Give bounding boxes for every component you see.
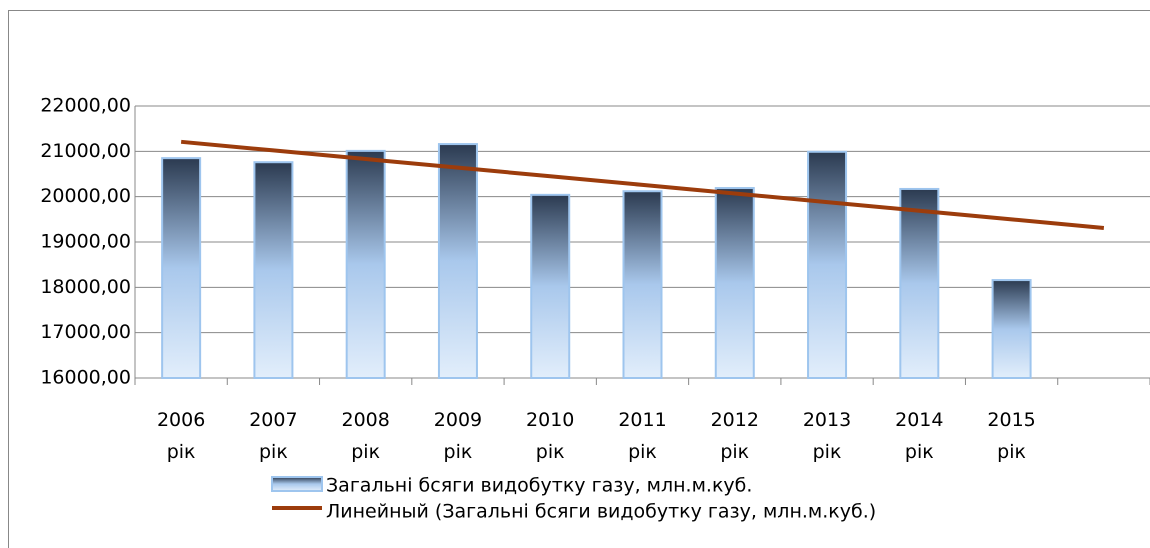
bar (714, 187, 755, 379)
bar (345, 149, 386, 379)
x-tick-label: 2011 рік (618, 409, 667, 463)
x-tick-label: 2008 рік (341, 409, 390, 463)
bar (530, 193, 571, 379)
x-tick-label: 2014 рік (895, 409, 944, 463)
x-tick-label: 2012 рік (710, 409, 759, 463)
chart-frame (8, 10, 1150, 548)
y-tick-label: 20000,00 (40, 185, 131, 207)
x-tick-label: 2015 рік (987, 409, 1036, 463)
x-tick-label: 2007 рік (249, 409, 298, 463)
bar (622, 190, 663, 379)
bar (161, 157, 202, 379)
y-tick-label: 18000,00 (40, 276, 131, 298)
legend-swatch (271, 476, 323, 492)
x-tick-label: 2010 рік (526, 409, 575, 463)
bar (991, 279, 1032, 379)
y-tick-label: 19000,00 (40, 231, 131, 253)
legend-label: Загальні бсяги видобутку газу, млн.м.куб… (326, 475, 752, 497)
y-tick-label: 16000,00 (40, 367, 131, 389)
bar (899, 187, 940, 379)
x-tick-label: 2013 рік (802, 409, 852, 463)
x-tick-label: 2009 рік (433, 409, 483, 463)
bar (807, 150, 848, 379)
legend-label: Линейный (Загальні бсяги видобутку газу,… (326, 501, 876, 523)
y-tick-label: 17000,00 (40, 321, 131, 343)
bar (253, 161, 294, 379)
trend-line (180, 139, 1105, 230)
bar (437, 143, 478, 379)
x-tick-label: 2006 рік (156, 409, 206, 463)
y-tick-label: 21000,00 (40, 140, 131, 162)
y-tick-label: 22000,00 (40, 95, 131, 117)
